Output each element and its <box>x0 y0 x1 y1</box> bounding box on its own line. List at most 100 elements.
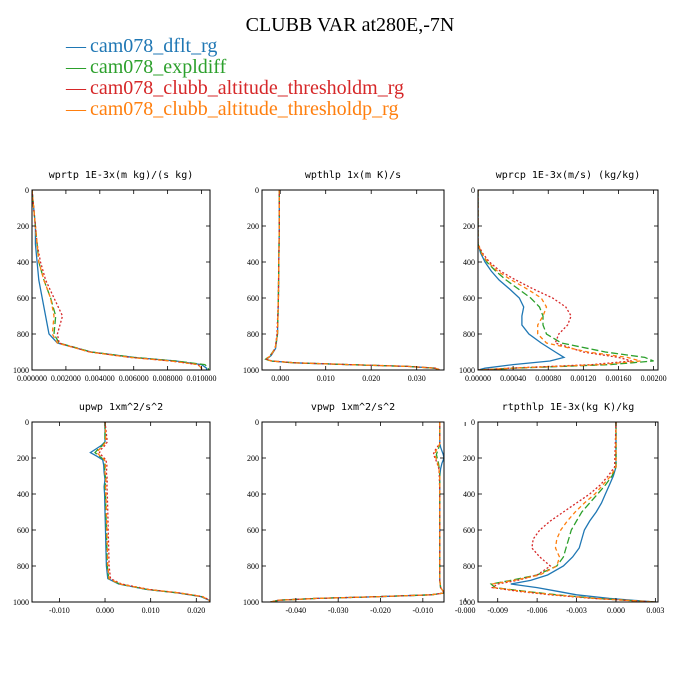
panel-title: upwp 1xm^2/s^2 <box>79 402 163 413</box>
y-tick-label: 600 <box>463 526 475 535</box>
series-line-cam078_dflt_rg <box>270 422 444 602</box>
series-line-cam078_clubb_altitude_thresholdm_rg <box>490 422 656 602</box>
y-tick-label: 0 <box>471 418 475 427</box>
y-tick-label: 400 <box>17 258 29 267</box>
y-tick-label: 1000 <box>459 598 475 607</box>
panel-5: rtpthlp 1E-3x(kg K)/kg 0 200 400 600 800 1000 -… <box>459 402 664 615</box>
series-line-cam078_clubb_altitude_thresholdp_rg <box>270 422 444 602</box>
y-tick-label: 200 <box>247 454 259 463</box>
y-tick-label: 400 <box>247 490 259 499</box>
series-line-cam078_dflt_rg <box>478 190 566 370</box>
y-tick-label: 1000 <box>243 598 259 607</box>
legend-label: cam078_expldiff <box>90 56 227 78</box>
series-line-cam078_expldiff <box>489 422 656 602</box>
series-line-cam078_clubb_altitude_thresholdp_rg <box>491 422 656 602</box>
x-tick-label: 0.000 <box>607 606 625 615</box>
x-tick-label: 0.010 <box>142 606 160 615</box>
series-line-cam078_dflt_rg <box>265 190 440 370</box>
y-tick-label: 600 <box>17 526 29 535</box>
series-group <box>270 422 444 602</box>
y-tick-label: 0 <box>25 418 29 427</box>
x-tick-label: 0.00040 <box>500 374 526 383</box>
y-tick-label: 200 <box>17 222 29 231</box>
x-tick-label: -0.020 <box>370 606 391 615</box>
x-tick-label: -0.030 <box>328 606 349 615</box>
y-tick-label: 200 <box>247 222 259 231</box>
x-tick-label: 0.00200 <box>641 374 667 383</box>
series-line-cam078_clubb_altitude_thresholdp_rg <box>95 422 210 602</box>
series-group <box>32 190 209 370</box>
legend-line-icon: — <box>66 35 86 57</box>
legend-label: cam078_clubb_altitude_thresholdp_rg <box>90 98 399 120</box>
x-tick-label: -0.003 <box>566 606 587 615</box>
x-tick-label: 0.030 <box>408 374 426 383</box>
legend-label: cam078_dflt_rg <box>90 35 218 57</box>
series-line-cam078_clubb_altitude_thresholdp_rg <box>264 190 441 370</box>
legend-entry: — cam078_dflt_rg <box>66 36 404 57</box>
x-tick-label: 0.020 <box>187 606 205 615</box>
y-tick-label: 200 <box>463 454 475 463</box>
plot-frame <box>261 421 445 603</box>
x-tick-label: -0.010 <box>413 606 434 615</box>
y-tick-label: 800 <box>463 330 475 339</box>
x-tick-label: 0.00080 <box>535 374 561 383</box>
legend-entry: — cam078_clubb_altitude_thresholdp_rg <box>66 99 404 120</box>
x-tick-label: 0.000000 <box>17 374 47 383</box>
plot-frame <box>477 189 659 371</box>
x-tick-label: 0.000 <box>271 374 289 383</box>
series-group <box>264 190 441 370</box>
x-tick-label: 0.006000 <box>119 374 149 383</box>
y-tick-label: 0 <box>471 186 475 195</box>
y-tick-label: 600 <box>17 294 29 303</box>
y-tick-label: 400 <box>463 490 475 499</box>
legend-entry: — cam078_expldiff <box>66 57 404 78</box>
series-line-cam078_clubb_altitude_thresholdm_rg <box>265 190 441 370</box>
x-tick-label: 0.000 <box>96 606 114 615</box>
x-tick-label: -0.009 <box>487 606 508 615</box>
panel-4: vpwp 1xm^2/s^2 0 200 400 600 800 1000 -0.040 -0.… <box>243 402 475 615</box>
panel-1: wpthlp 1x(m K)/s 0 200 400 600 800 1000 0.000 0.… <box>243 170 445 383</box>
legend-line-icon: — <box>66 98 86 120</box>
y-tick-label: 600 <box>247 294 259 303</box>
series-line-cam078_expldiff <box>94 422 210 602</box>
panel-3: upwp 1xm^2/s^2 0 200 400 600 800 1000 -0.010 0.0… <box>13 402 211 615</box>
series-line-cam078_clubb_altitude_thresholdp_rg <box>32 190 203 370</box>
y-tick-label: 400 <box>247 258 259 267</box>
y-tick-label: 1000 <box>13 366 29 375</box>
x-tick-label: 0.00120 <box>570 374 596 383</box>
series-line-cam078_clubb_altitude_thresholdp_rg <box>478 190 641 370</box>
y-tick-label: 200 <box>463 222 475 231</box>
plot-frame <box>31 189 211 371</box>
legend-line-icon: — <box>66 77 86 99</box>
series-line-cam078_clubb_altitude_thresholdm_rg <box>478 190 632 370</box>
x-tick-label: 0.00000 <box>465 374 491 383</box>
y-tick-label: 1000 <box>243 366 259 375</box>
x-tick-label: 0.008000 <box>153 374 183 383</box>
x-tick-label: 0.004000 <box>85 374 115 383</box>
panel-title: wpthlp 1x(m K)/s <box>305 170 401 181</box>
panel-title: wprcp 1E-3x(m/s) (kg/kg) <box>496 170 641 181</box>
y-tick-label: 800 <box>247 562 259 571</box>
y-tick-label: 200 <box>17 454 29 463</box>
legend-line-icon: — <box>66 56 86 78</box>
y-tick-label: 800 <box>247 330 259 339</box>
y-tick-label: 800 <box>463 562 475 571</box>
y-tick-label: 800 <box>17 330 29 339</box>
x-tick-label: -0.000 <box>455 606 476 615</box>
series-line-cam078_clubb_altitude_thresholdm_rg <box>270 422 444 602</box>
y-tick-label: 0 <box>255 186 259 195</box>
series-group <box>89 422 210 602</box>
y-tick-label: 1000 <box>13 598 29 607</box>
series-line-cam078_expldiff <box>264 190 440 370</box>
panel-2: wprcp 1E-3x(m/s) (kg/kg) 0 200 400 600 800 100… <box>459 170 667 383</box>
plot-frame <box>261 189 445 371</box>
x-tick-label: 0.002000 <box>51 374 81 383</box>
x-tick-label: -0.040 <box>286 606 307 615</box>
series-group <box>489 422 656 602</box>
legend-entry: — cam078_clubb_altitude_thresholdm_rg <box>66 78 404 99</box>
panel-title: wprtp 1E-3x(m kg)/(s kg) <box>49 170 194 181</box>
x-tick-label: 0.020 <box>362 374 380 383</box>
x-tick-label: 0.010000 <box>187 374 217 383</box>
series-line-cam078_clubb_altitude_thresholdm_rg <box>98 422 210 602</box>
